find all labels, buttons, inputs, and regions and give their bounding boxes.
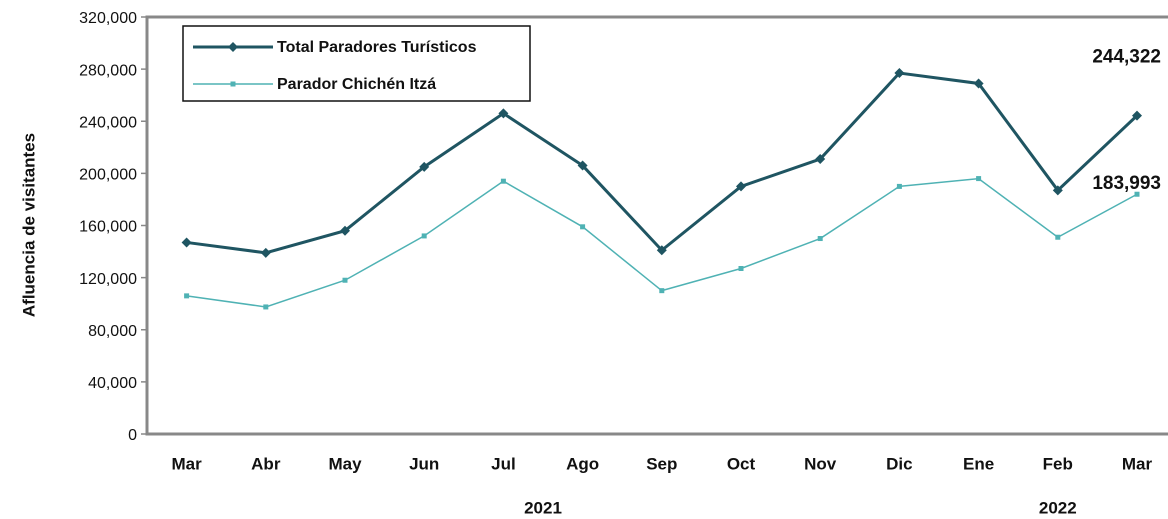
data-label: 244,322 — [1092, 47, 1161, 68]
series-line — [186, 177, 1138, 308]
point — [500, 178, 506, 184]
point — [498, 108, 509, 119]
y-tick-label: 320,000 — [79, 10, 137, 27]
point — [1052, 185, 1063, 196]
point — [815, 154, 826, 165]
point — [228, 42, 238, 52]
point — [1055, 234, 1061, 240]
point — [817, 236, 823, 242]
x-tick-label: Ene — [963, 454, 994, 473]
point — [976, 176, 982, 182]
x-tick-label: Dic — [886, 454, 912, 473]
y-tick-label: 120,000 — [79, 271, 137, 288]
legend-label: Total Paradores Turísticos — [277, 39, 477, 56]
point — [738, 266, 744, 272]
point — [659, 288, 665, 294]
x-group-label: 2022 — [1039, 498, 1077, 517]
point — [656, 245, 667, 256]
x-tick-label: Mar — [171, 454, 202, 473]
x-tick-label: Oct — [727, 454, 756, 473]
point — [896, 183, 902, 189]
y-tick-label: 40,000 — [88, 375, 137, 392]
x-group-label: 2021 — [524, 498, 562, 517]
point — [263, 304, 269, 310]
legend-label: Parador Chichén Itzá — [277, 76, 436, 93]
y-tick-label: 80,000 — [88, 323, 137, 340]
legend-box — [182, 25, 531, 102]
data-label: 183,993 — [1092, 173, 1161, 194]
x-tick-label: Ago — [566, 454, 599, 473]
x-tick-label: Mar — [1122, 454, 1153, 473]
point — [1134, 191, 1140, 197]
y-tick-label: 0 — [128, 427, 137, 444]
point — [184, 293, 190, 299]
x-tick-label: Sep — [646, 454, 677, 473]
x-tick-label: Jul — [491, 454, 516, 473]
point — [342, 277, 348, 283]
point — [421, 233, 427, 239]
y-axis-label: Afluencia de visitantes — [19, 133, 38, 317]
point — [894, 68, 905, 79]
point — [577, 160, 588, 171]
y-tick-label: 280,000 — [79, 62, 137, 79]
point — [736, 181, 746, 192]
point — [419, 161, 430, 172]
point — [181, 237, 192, 248]
y-tick-label: 160,000 — [79, 219, 137, 236]
point — [973, 78, 984, 89]
x-tick-label: Nov — [804, 454, 837, 473]
point — [1132, 110, 1142, 121]
point — [580, 224, 586, 230]
y-tick-label: 200,000 — [79, 167, 137, 184]
x-tick-label: Abr — [251, 454, 281, 473]
x-tick-label: Feb — [1043, 454, 1073, 473]
point — [260, 247, 271, 258]
point — [230, 81, 236, 87]
point — [340, 225, 350, 236]
legend: Total Paradores Turísticos Parador Chiché… — [182, 25, 531, 102]
y-tick-label: 240,000 — [79, 114, 137, 131]
x-tick-label: Jun — [409, 454, 439, 473]
x-tick-label: May — [328, 454, 362, 473]
